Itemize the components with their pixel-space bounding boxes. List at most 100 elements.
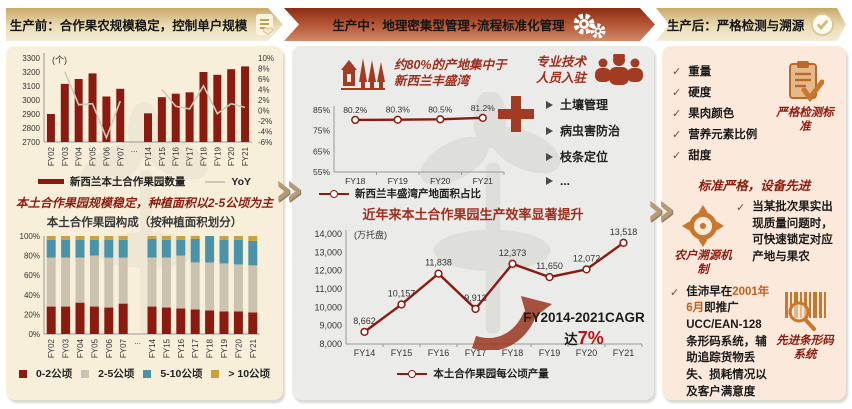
barcode-text-block: ✓ 佳沛早在2001年6月即推广UCC/EAN-128条形码系统，辅助追踪货物丢… xyxy=(670,284,772,401)
line-marker-swatch xyxy=(319,189,349,198)
svg-text:...: ... xyxy=(134,337,141,346)
header-pre-production: 生产前：合作果农规模稳定，控制单户规模 xyxy=(6,8,283,41)
svg-text:2700: 2700 xyxy=(22,138,40,147)
svg-text:FY21: FY21 xyxy=(473,176,494,186)
svg-text:10,000: 10,000 xyxy=(314,302,342,312)
svg-text:FY16: FY16 xyxy=(428,348,450,358)
svg-text:8,662: 8,662 xyxy=(353,316,376,326)
orchard-icon xyxy=(341,58,385,90)
svg-text:FY03: FY03 xyxy=(61,338,70,358)
svg-text:0%: 0% xyxy=(258,107,270,116)
trace-text-block: ✓ 当某批次果实出现质量问题时，可快速锁定对应产地与果农 xyxy=(736,199,838,266)
bay-share-chart: 55% 65% 75% 85% FY18 FY19 FY20 FY21 80.2% 80.3% 80… xyxy=(313,103,505,186)
arrow-bullet-icon xyxy=(546,177,553,185)
svg-text:6%: 6% xyxy=(258,75,270,84)
trace-heading: 标准严格，设备先进 xyxy=(697,179,811,193)
check-icon: ✓ xyxy=(672,107,682,120)
arrow-bullet-icon xyxy=(546,100,553,109)
yield-chart-block: 8,000 9,000 10,000 11,000 12,000 13,000 14,000… xyxy=(296,222,650,398)
barcode-magnifier-icon xyxy=(785,291,826,331)
chevron-separator-icon: » xyxy=(646,182,676,236)
svg-text:55%: 55% xyxy=(313,167,330,177)
left-headline: 本土合作果园规模稳定，种植面积以2-5公顷为主 xyxy=(15,196,274,210)
legend-label: 2-5公顷 xyxy=(98,368,135,380)
svg-text:12,000: 12,000 xyxy=(314,266,342,276)
svg-text:FY20: FY20 xyxy=(576,348,598,358)
list-item: 土壤管理 xyxy=(546,96,620,113)
experts-text: 专业技术人员入驻 xyxy=(535,54,586,85)
svg-text:FY18: FY18 xyxy=(205,338,214,358)
cagr-value: 7% xyxy=(577,327,604,348)
detection-label: 严格检测标准 xyxy=(776,107,834,134)
check-label: 营养元素比例 xyxy=(688,129,758,141)
check-icon: ✓ xyxy=(672,86,682,99)
series-swatch xyxy=(18,369,27,378)
in-production-panel: 约80%的产地集中于新西兰丰盛湾 专业技术人员入驻 55% 65% 75% 85% FY… xyxy=(292,46,654,400)
check-label: 果肉颜色 xyxy=(688,108,735,120)
check-icon: ✓ xyxy=(670,286,680,299)
trace-section: 农户溯源机制 ✓ 当某批次果实出现质量问题时，可快速锁定对应产地与果农 xyxy=(670,199,838,278)
svg-text:FY20: FY20 xyxy=(234,338,243,358)
svg-text:80.3%: 80.3% xyxy=(386,105,411,115)
svg-text:FY05: FY05 xyxy=(88,146,97,166)
svg-text:80%: 80% xyxy=(23,252,39,261)
svg-text:-6%: -6% xyxy=(258,138,272,147)
detection-section: ✓ 重量 ✓ 硬度 ✓ 果肉颜色 ✓ 营养元素比例 ✓ 甜度 严格检测标准 xyxy=(670,54,838,168)
composition-chart: 0% 20% 40% 60% 80% 100% FY02 FY03 FY04 FY05 FY06 FY… xyxy=(19,232,260,358)
detection-checklist: ✓ 重量 ✓ 硬度 ✓ 果肉颜色 ✓ 营养元素比例 ✓ 甜度 xyxy=(672,58,772,168)
line-marker-swatch xyxy=(397,369,428,378)
list-item: ✓ 果肉颜色 xyxy=(672,105,772,121)
arrow-bullet-icon xyxy=(546,152,553,161)
svg-text:FY14: FY14 xyxy=(144,146,153,166)
arrow-bullet-icon xyxy=(546,126,553,135)
svg-text:14,000: 14,000 xyxy=(314,229,342,239)
check-icon: ✓ xyxy=(672,128,682,141)
svg-text:FY15: FY15 xyxy=(391,348,413,358)
svg-text:FY15: FY15 xyxy=(157,146,166,166)
svg-text:FY19: FY19 xyxy=(213,146,222,166)
svg-text:11,650: 11,650 xyxy=(536,261,563,271)
pre-production-panel: 2700 2800 2900 3000 3100 3200 3300 -6% -4% -2% 0% 2… xyxy=(6,46,283,400)
svg-text:FY17: FY17 xyxy=(191,338,200,358)
trace-text: 当某批次果实出现质量问题时，可快速锁定对应产地与果农 xyxy=(752,201,833,264)
svg-text:FY04: FY04 xyxy=(76,338,85,358)
barcode-text-post: 即推广UCC/EAN-128条形码系统，辅助追踪货物丢失、损耗情况以及客户满意度 xyxy=(686,302,767,398)
list-item: 枝条定位 xyxy=(546,148,620,165)
svg-text:FY19: FY19 xyxy=(388,176,409,186)
bullet-label: 土壤管理 xyxy=(560,98,609,112)
barcode-text: 佳沛早在2001年6月即推广UCC/EAN-128条形码系统，辅助追踪货物丢失、… xyxy=(686,284,772,401)
svg-text:3000: 3000 xyxy=(22,96,40,105)
svg-text:11,838: 11,838 xyxy=(425,258,452,268)
svg-text:FY06: FY06 xyxy=(102,146,111,166)
check-icon: ✓ xyxy=(672,149,682,162)
svg-text:FY20: FY20 xyxy=(430,176,451,186)
svg-text:9,000: 9,000 xyxy=(319,321,342,331)
svg-text:FY18: FY18 xyxy=(199,146,208,166)
check-label: 重量 xyxy=(688,66,712,78)
svg-text:FY21: FY21 xyxy=(248,338,257,358)
bay-stat-text: 约80%的产地集中于新西兰丰盛湾 xyxy=(394,57,507,88)
barcode-label: 先进条形码系统 xyxy=(776,334,834,362)
detection-badge: 严格检测标准 xyxy=(772,60,838,135)
series-swatch xyxy=(211,369,220,378)
legend-label: 5-10公顷 xyxy=(160,368,203,380)
svg-text:FY19: FY19 xyxy=(220,338,229,358)
svg-text:FY15: FY15 xyxy=(162,338,171,358)
expert-tasks-list: 土壤管理 病虫害防治 枝条定位 ... xyxy=(546,96,620,197)
line-swatch xyxy=(205,180,226,183)
svg-text:80.2%: 80.2% xyxy=(343,105,368,115)
svg-text:FY06: FY06 xyxy=(104,338,113,358)
barcode-date-highlight: 2001年6月 xyxy=(686,285,770,315)
svg-text:3300: 3300 xyxy=(22,54,40,63)
svg-text:FY21: FY21 xyxy=(613,348,635,358)
svg-text:FY02: FY02 xyxy=(46,146,55,166)
barcode-section: ✓ 佳沛早在2001年6月即推广UCC/EAN-128条形码系统，辅助追踪货物丢… xyxy=(670,284,838,401)
svg-text:FY16: FY16 xyxy=(176,338,185,358)
plus-icon xyxy=(498,96,534,132)
composition-chart-title: 本土合作果园构成（按种植面积划分） xyxy=(46,217,243,229)
series-swatch xyxy=(81,369,90,378)
check-circle-icon xyxy=(810,12,835,37)
svg-text:2800: 2800 xyxy=(22,124,40,133)
list-item: ✓ 硬度 xyxy=(672,84,772,100)
